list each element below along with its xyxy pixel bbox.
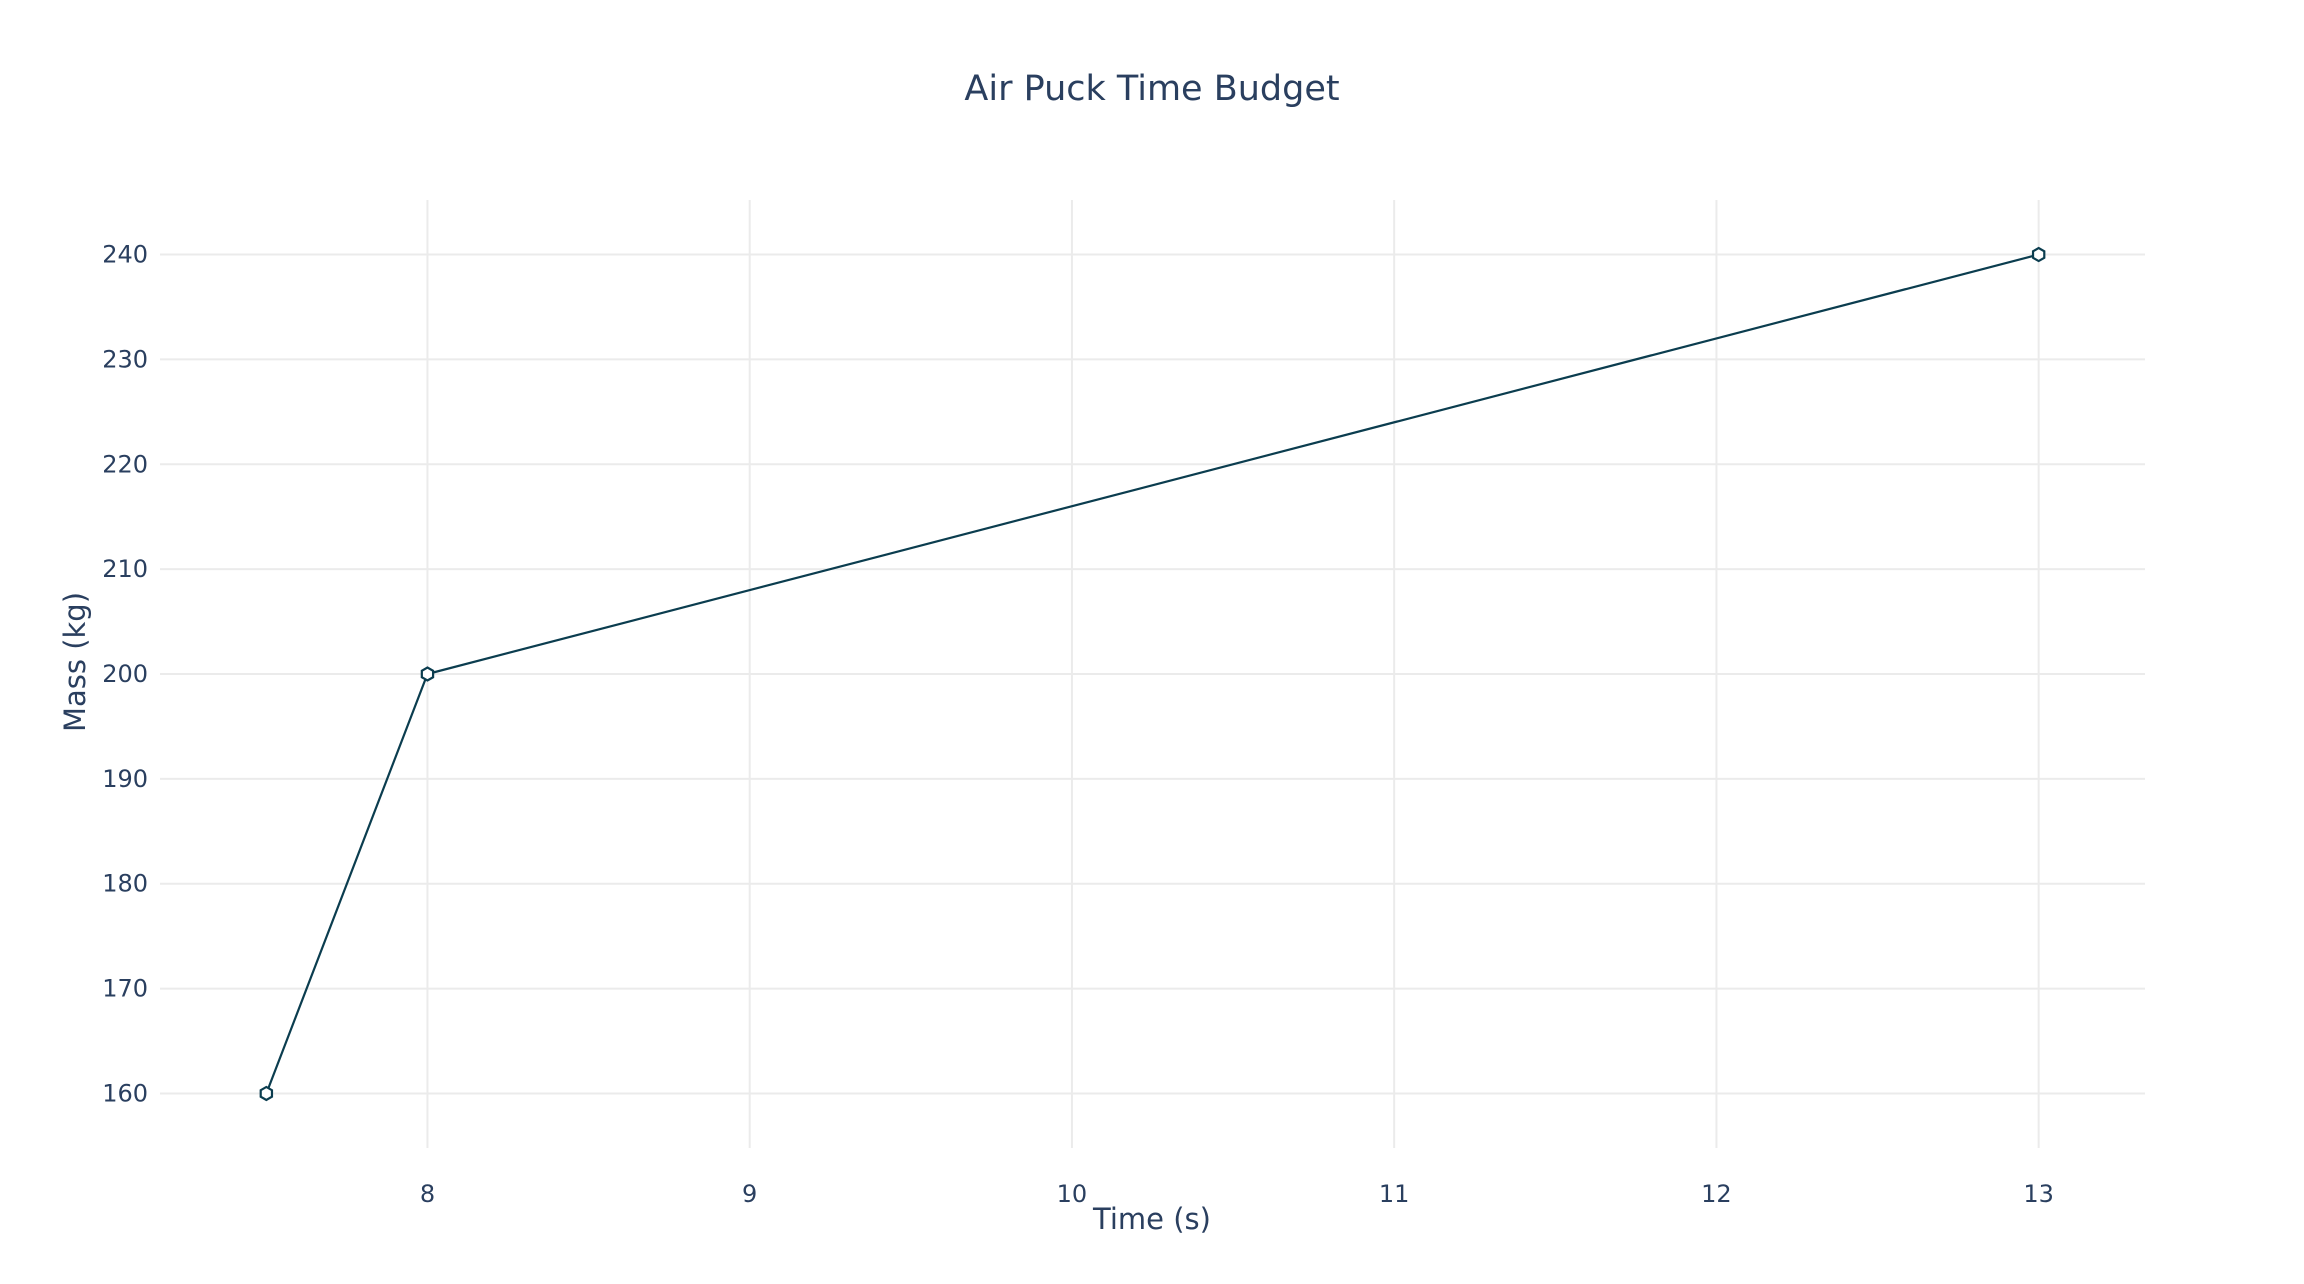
y-tick-label: 180: [102, 870, 148, 898]
x-tick-label: 11: [1379, 1180, 1410, 1208]
y-gridlines: [160, 253, 2145, 1095]
x-tick-label: 8: [420, 1180, 435, 1208]
data-point-marker: [2031, 246, 2046, 263]
y-tick-label: 190: [102, 765, 148, 793]
x-tick-label: 9: [742, 1180, 757, 1208]
y-tick-label: 210: [102, 555, 148, 583]
y-tick-label: 240: [102, 241, 148, 269]
data-point-marker: [259, 1085, 274, 1102]
x-axis-title: Time (s): [1092, 1202, 1211, 1236]
y-tick-label: 230: [102, 345, 148, 373]
x-tick-label: 10: [1057, 1180, 1088, 1208]
x-tick-labels: 8 9 10 11 12 13: [420, 1180, 2054, 1208]
y-axis-title: Mass (kg): [58, 592, 92, 732]
marker-layer: [259, 246, 2046, 1102]
chart-title: Air Puck Time Budget: [964, 69, 1339, 109]
data-point-marker: [420, 666, 435, 682]
y-tick-label: 220: [102, 450, 148, 478]
y-tick-labels: 160 170 180 190 200 210 220 230 240: [102, 241, 148, 1108]
y-tick-label: 170: [102, 975, 148, 1003]
x-tick-label: 13: [2023, 1180, 2054, 1208]
y-tick-label: 160: [102, 1079, 148, 1107]
y-tick-label: 200: [102, 660, 148, 688]
x-tick-label: 12: [1701, 1180, 1732, 1208]
